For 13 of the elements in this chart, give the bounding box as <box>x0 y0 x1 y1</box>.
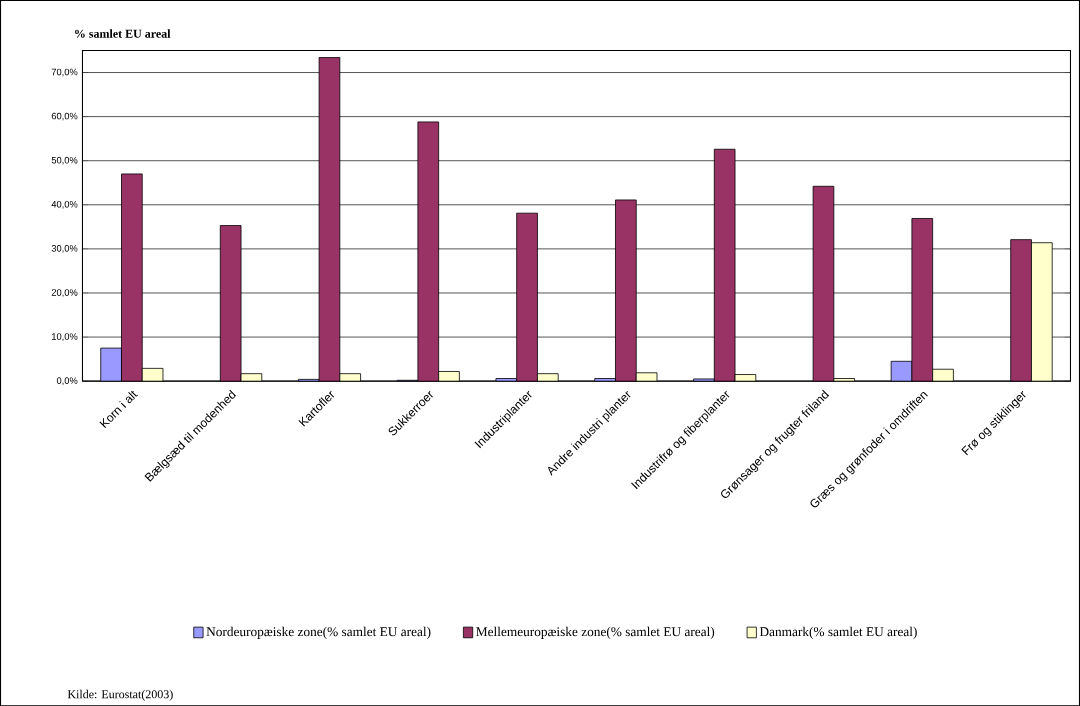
y-tick-label: 70,0% <box>51 68 78 77</box>
y-tick-label: 0,0% <box>56 377 78 385</box>
y-tick-label: 10,0% <box>52 333 78 341</box>
legend-label: Nordeuropæiske zone(% samlet EU areal) <box>206 626 431 639</box>
y-tick-label: 30,0% <box>51 244 78 253</box>
y-tick-label: 60,0% <box>51 112 78 121</box>
legend-label: Danmark(% samlet EU areal) <box>759 626 917 639</box>
text: Kilde: Eurostat(2003) <box>67 689 173 701</box>
chart-title: % samlet EU areal <box>75 29 171 38</box>
y-tick-label: 40,0% <box>51 200 78 209</box>
legend-label: Mellemeuropæiske zone(% samlet EU areal) <box>476 626 715 639</box>
y-tick-label: 20,0% <box>51 288 78 297</box>
y-tick-label: 50,0% <box>51 156 78 165</box>
